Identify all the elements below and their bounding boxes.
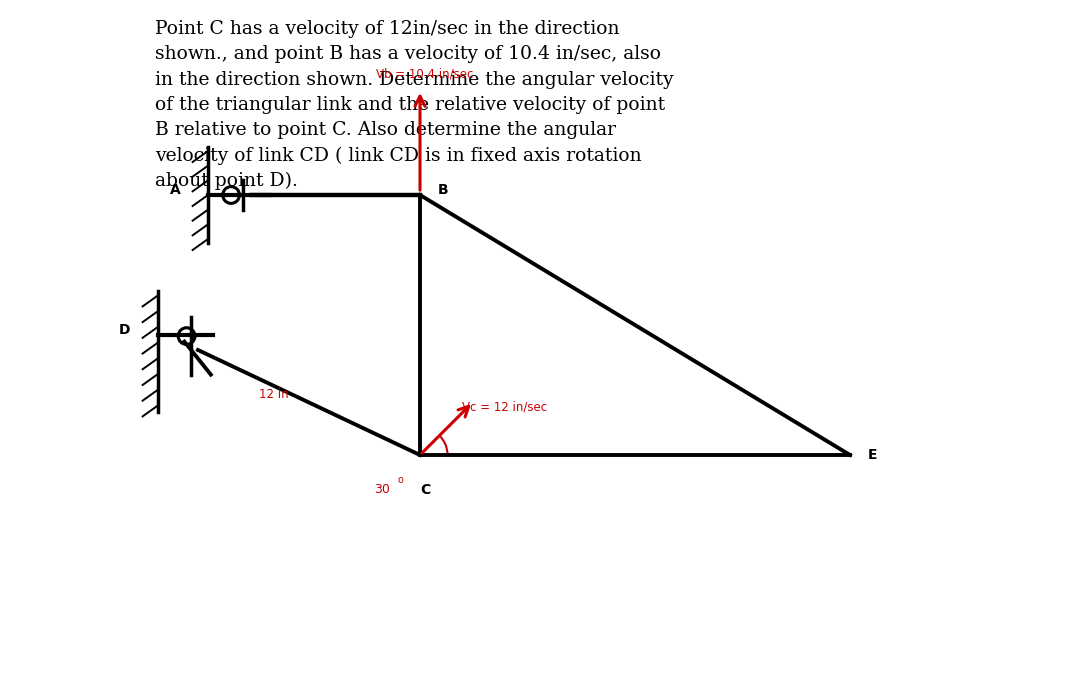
Text: Vb = 10.4 in/sec: Vb = 10.4 in/sec: [376, 67, 474, 80]
Text: Vc = 12 in/sec: Vc = 12 in/sec: [462, 400, 548, 413]
Text: Point C has a velocity of 12in/sec in the direction
shown., and point B has a ve: Point C has a velocity of 12in/sec in th…: [156, 20, 674, 190]
Text: 30: 30: [374, 483, 390, 496]
Text: E: E: [868, 448, 877, 462]
Text: D: D: [119, 323, 131, 337]
Text: C: C: [420, 483, 430, 497]
Text: 12 in: 12 in: [259, 388, 288, 401]
Text: A: A: [170, 183, 180, 197]
Text: B: B: [438, 183, 448, 197]
Text: o: o: [397, 475, 403, 485]
